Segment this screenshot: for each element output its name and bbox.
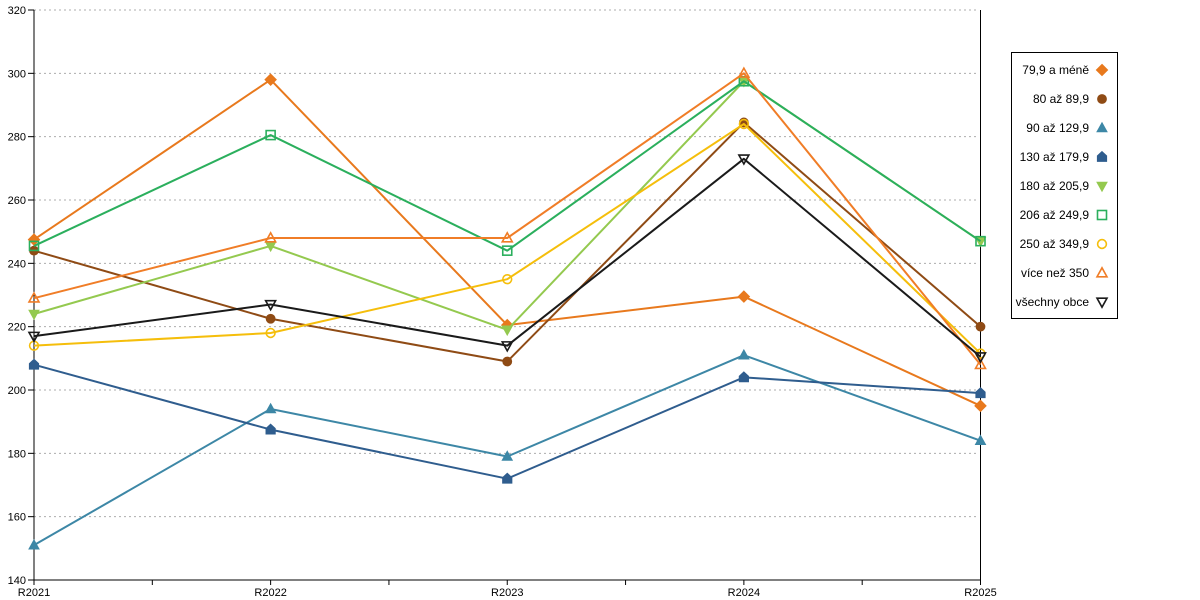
square-open-marker: [1096, 209, 1108, 220]
circle-open-marker: [1096, 238, 1108, 249]
y-tick-label: 220: [8, 322, 26, 334]
diamond-legend-icon: [1095, 63, 1109, 76]
square-open-legend-icon: [1096, 209, 1108, 220]
legend-item: 80 až 89,9: [1012, 85, 1117, 112]
triangle-up-open-marker: [1095, 265, 1109, 278]
triangle-down-open-marker: [1095, 296, 1109, 309]
legend-label: 90 až 129,9: [1026, 120, 1089, 135]
y-tick-label: 320: [8, 5, 26, 17]
diamond-marker: [974, 399, 987, 413]
y-tick-label: 260: [8, 195, 26, 207]
series-line: [33, 123, 982, 355]
legend-label: 206 až 249,9: [1019, 207, 1089, 222]
y-tick-label: 240: [8, 258, 26, 270]
legend-item: 206 až 249,9: [1012, 201, 1117, 228]
x-category-label: R2025: [964, 587, 996, 599]
triangle-down-open-marker: [27, 331, 41, 344]
triangle-up-marker: [264, 402, 277, 414]
triangle-down-marker: [501, 325, 514, 337]
triangle-up-marker: [28, 538, 40, 550]
pentagon-marker: [975, 387, 986, 399]
legend-item: 90 až 129,9: [1012, 114, 1117, 141]
legend-label: všechny obce: [1015, 294, 1089, 309]
x-category-label: R2022: [254, 587, 286, 599]
square-open-marker: [265, 129, 276, 141]
triangle-up-open-marker: [737, 66, 751, 78]
series-line: [33, 363, 981, 480]
pentagon-marker: [28, 358, 40, 370]
circle-open-marker: [502, 273, 513, 285]
triangle-up-marker: [1096, 121, 1108, 132]
triangle-up-open-legend-icon: [1095, 265, 1109, 278]
triangle-down-marker: [1096, 181, 1108, 192]
legend-label: 250 až 349,9: [1019, 236, 1089, 251]
pentagon-marker: [265, 423, 276, 435]
y-tick-label: 280: [8, 132, 26, 144]
pentagon-marker: [502, 472, 513, 484]
square-open-marker: [501, 245, 513, 256]
circle-open-marker: [738, 118, 750, 130]
triangle-down-open-marker: [500, 341, 514, 353]
x-category-label: R2024: [728, 587, 760, 599]
x-category-label: R2021: [18, 587, 50, 599]
triangle-up-open-marker: [264, 231, 277, 243]
y-tick-label: 140: [8, 575, 26, 587]
y-tick-label: 300: [8, 68, 26, 80]
legend-label: 180 až 205,9: [1019, 178, 1089, 193]
legend-label: 80 až 89,9: [1032, 91, 1089, 106]
legend-item: 130 až 179,9: [1012, 143, 1117, 170]
triangle-up-open-marker: [27, 291, 41, 303]
pentagon-marker: [1096, 150, 1108, 162]
legend-item: všechny obce: [1012, 288, 1117, 315]
triangle-up-legend-icon: [1096, 121, 1108, 132]
y-tick-label: 160: [8, 512, 26, 524]
legend-item: 79,9 a méně: [1012, 56, 1117, 83]
x-category-label: R2023: [491, 587, 523, 599]
diamond-marker: [264, 73, 277, 86]
legend: 79,9 a méně 80 až 89,9 90 až 129,9 130 až 1…: [1011, 52, 1118, 319]
triangle-down-legend-icon: [1096, 181, 1108, 192]
triangle-up-marker: [738, 348, 750, 360]
circle-open-marker: [265, 327, 276, 339]
pentagon-legend-icon: [1096, 150, 1108, 162]
legend-item: více než 350: [1012, 259, 1117, 286]
square-open-marker: [975, 235, 986, 247]
triangle-up-open-marker: [500, 231, 514, 243]
pentagon-marker: [738, 371, 749, 383]
legend-label: více než 350: [1020, 265, 1089, 280]
triangle-down-marker: [28, 309, 40, 321]
triangle-up-open-marker: [974, 357, 987, 370]
circle-marker: [975, 321, 986, 332]
legend-item: 250 až 349,9: [1012, 230, 1117, 257]
diamond-marker: [1095, 63, 1109, 76]
series-line: [33, 72, 982, 366]
legend-label: 79,9 a méně: [1022, 62, 1089, 77]
diamond-marker: [737, 290, 751, 303]
circle-legend-icon: [1097, 93, 1107, 104]
legend-item: 180 až 205,9: [1012, 172, 1117, 199]
series-line: [33, 80, 982, 252]
circle-marker: [502, 356, 513, 367]
triangle-down-open-marker: [264, 299, 277, 312]
triangle-up-marker: [974, 434, 987, 445]
circle-marker: [1097, 93, 1107, 104]
y-tick-label: 180: [8, 448, 26, 460]
series-line: [33, 157, 982, 358]
circle-marker: [265, 313, 276, 324]
circle-open-legend-icon: [1096, 238, 1108, 249]
triangle-down-open-legend-icon: [1095, 296, 1109, 309]
y-tick-label: 200: [8, 385, 26, 397]
triangle-down-open-marker: [974, 352, 987, 364]
square-open-marker: [28, 240, 40, 252]
legend-label: 130 až 179,9: [1019, 149, 1089, 164]
triangle-up-marker: [501, 450, 514, 461]
triangle-down-open-marker: [737, 154, 751, 166]
